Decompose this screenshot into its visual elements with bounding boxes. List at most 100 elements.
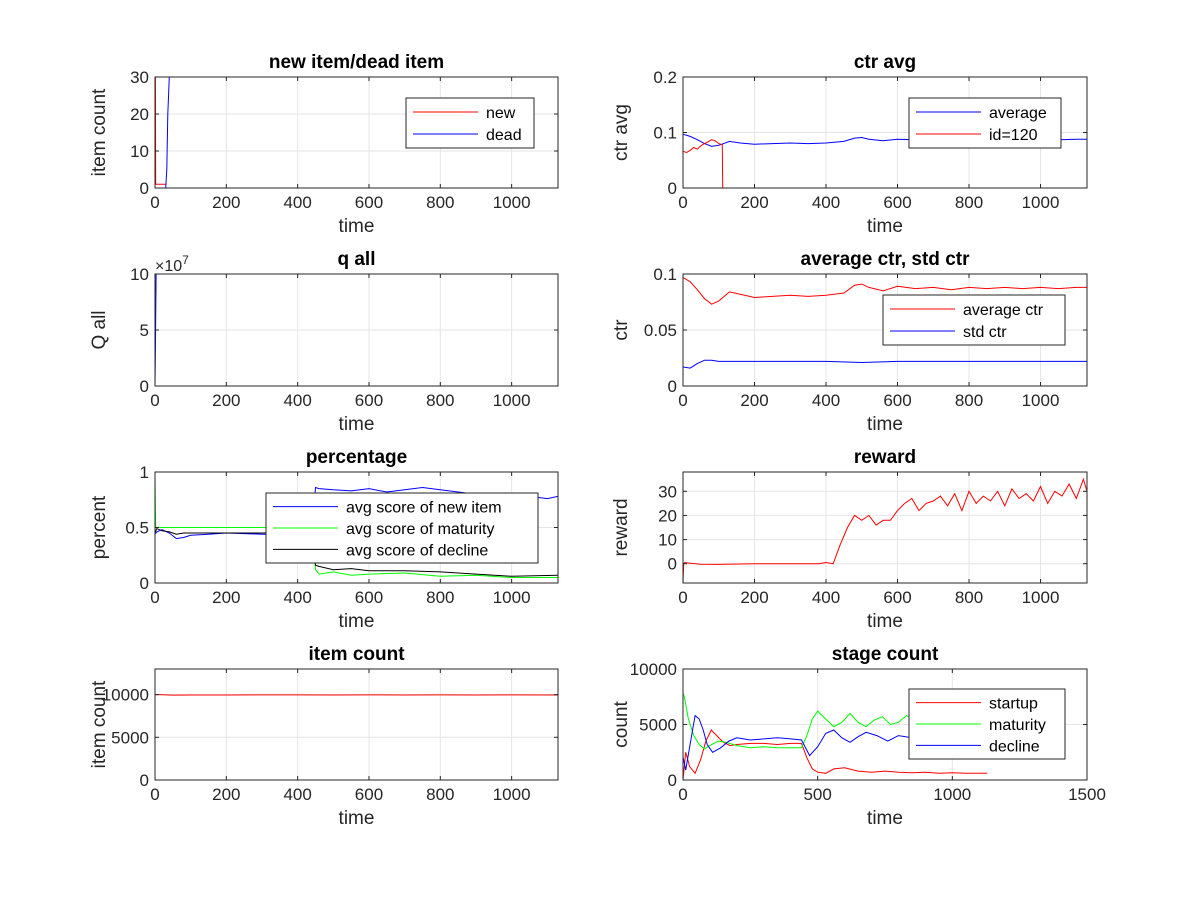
x-axis-label: time bbox=[867, 611, 903, 632]
x-tick-label: 0 bbox=[150, 588, 159, 607]
y-tick-label: 0.05 bbox=[644, 321, 677, 340]
series-line-main bbox=[155, 694, 558, 696]
x-axis-label: time bbox=[339, 216, 375, 237]
series-line-avg-score-of-maturity bbox=[155, 477, 558, 578]
x-tick-label: 800 bbox=[426, 785, 454, 804]
x-tick-label: 400 bbox=[283, 785, 311, 804]
legend-label: average ctr bbox=[963, 302, 1044, 319]
series-group bbox=[155, 694, 558, 696]
chart-title: stage count bbox=[832, 644, 939, 665]
x-tick-label: 1000 bbox=[493, 785, 531, 804]
legend-label: new bbox=[486, 105, 516, 122]
legend-label: avg score of new item bbox=[346, 500, 502, 517]
series-group bbox=[155, 274, 558, 386]
chart-title: average ctr, std ctr bbox=[801, 249, 971, 270]
legend-box bbox=[908, 97, 1062, 149]
chart-p2: 0 200 400 600 800 1000 0 0.1 0.2 ctr avg time ctr a… bbox=[611, 52, 1088, 237]
y-tick-label: 0 bbox=[668, 771, 677, 790]
y-tick-label: 10000 bbox=[102, 686, 149, 705]
chart-title: reward bbox=[854, 447, 916, 468]
chart-title: percentage bbox=[306, 447, 407, 468]
x-tick-label: 200 bbox=[212, 588, 240, 607]
legend-label: avg score of decline bbox=[346, 542, 488, 559]
x-tick-label: 0 bbox=[678, 785, 687, 804]
legend-label: dead bbox=[486, 127, 522, 144]
x-tick-label: 0 bbox=[150, 391, 159, 410]
x-axis-label: time bbox=[867, 808, 903, 829]
exponent-power: 7 bbox=[182, 253, 189, 267]
series-line-average-ctr bbox=[683, 276, 1087, 305]
x-tick-label: 400 bbox=[812, 193, 840, 212]
x-axis-label: time bbox=[339, 414, 375, 435]
legend-label: std ctr bbox=[963, 324, 1007, 341]
series-group bbox=[683, 693, 988, 780]
x-tick-label: 600 bbox=[355, 193, 383, 212]
chart-p1: 0 200 400 600 800 1000 0 10 20 30 new item/dead it… bbox=[89, 52, 559, 237]
series-group bbox=[683, 477, 1087, 583]
x-tick-label: 600 bbox=[883, 391, 911, 410]
x-tick-label: 0 bbox=[678, 391, 687, 410]
y-tick-label: 0 bbox=[140, 377, 149, 396]
x-tick-label: 1000 bbox=[493, 391, 531, 410]
x-tick-label: 800 bbox=[426, 588, 454, 607]
y-tick-label: 0 bbox=[140, 771, 149, 790]
chart-p5: 0 200 400 600 800 1000 0 0.5 1 percentage time perc… bbox=[89, 447, 559, 632]
y-axis-label: ctr avg bbox=[611, 104, 632, 161]
series-line-startup bbox=[683, 729, 988, 780]
legend-box bbox=[882, 294, 1066, 346]
legend: avg score of new item avg score of maturi… bbox=[265, 492, 539, 564]
plot-area bbox=[683, 472, 1087, 583]
y-tick-label: 0.5 bbox=[125, 519, 149, 538]
y-tick-label: 0 bbox=[140, 179, 149, 198]
series-line-decline bbox=[683, 714, 912, 771]
x-tick-label: 1000 bbox=[1022, 193, 1060, 212]
y-tick-label: 20 bbox=[658, 506, 677, 525]
x-tick-label: 0 bbox=[678, 588, 687, 607]
x-tick-label: 1500 bbox=[1068, 785, 1106, 804]
chart-title: ctr avg bbox=[854, 52, 916, 73]
y-tick-label: 0 bbox=[140, 574, 149, 593]
x-tick-label: 1000 bbox=[1022, 391, 1060, 410]
x-tick-label: 0 bbox=[150, 193, 159, 212]
chart-p4: 0 200 400 600 800 1000 0 0.05 0.1 average ctr, st… bbox=[611, 249, 1088, 435]
x-axis-label: time bbox=[339, 808, 375, 829]
x-tick-label: 0 bbox=[678, 193, 687, 212]
x-tick-label: 400 bbox=[283, 193, 311, 212]
x-tick-label: 200 bbox=[212, 785, 240, 804]
x-tick-label: 1000 bbox=[1022, 588, 1060, 607]
x-tick-label: 800 bbox=[955, 193, 983, 212]
x-tick-label: 0 bbox=[150, 785, 159, 804]
y-axis-label: item count bbox=[89, 88, 110, 176]
legend: average id=120 bbox=[908, 97, 1062, 149]
series-line-main bbox=[155, 274, 558, 386]
legend-box bbox=[405, 97, 535, 149]
x-tick-label: 200 bbox=[740, 193, 768, 212]
y-tick-label: 0 bbox=[668, 179, 677, 198]
x-tick-label: 200 bbox=[740, 588, 768, 607]
y-tick-label: 10000 bbox=[630, 660, 677, 679]
y-tick-label: 10 bbox=[130, 265, 149, 284]
legend-label: id=120 bbox=[989, 127, 1038, 144]
chart-title: item count bbox=[308, 644, 405, 665]
x-tick-label: 1000 bbox=[493, 193, 531, 212]
x-tick-label: 400 bbox=[812, 391, 840, 410]
y-axis-label: reward bbox=[611, 498, 632, 556]
y-tick-label: 20 bbox=[130, 105, 149, 124]
y-axis-label: count bbox=[611, 701, 632, 748]
legend-label: decline bbox=[989, 738, 1040, 755]
x-tick-label: 600 bbox=[355, 785, 383, 804]
legend: startup maturity decline bbox=[908, 688, 1066, 760]
x-tick-label: 600 bbox=[883, 193, 911, 212]
x-tick-label: 200 bbox=[212, 391, 240, 410]
exponent-base: ×10 bbox=[155, 258, 182, 275]
x-tick-label: 200 bbox=[212, 193, 240, 212]
x-tick-label: 1000 bbox=[933, 785, 971, 804]
axes-box bbox=[154, 76, 559, 189]
y-axis-label: percent bbox=[89, 495, 110, 559]
y-tick-label: 0 bbox=[668, 377, 677, 396]
chart-title: q all bbox=[337, 249, 375, 270]
series-line-main bbox=[683, 477, 1087, 583]
x-axis-label: time bbox=[867, 216, 903, 237]
